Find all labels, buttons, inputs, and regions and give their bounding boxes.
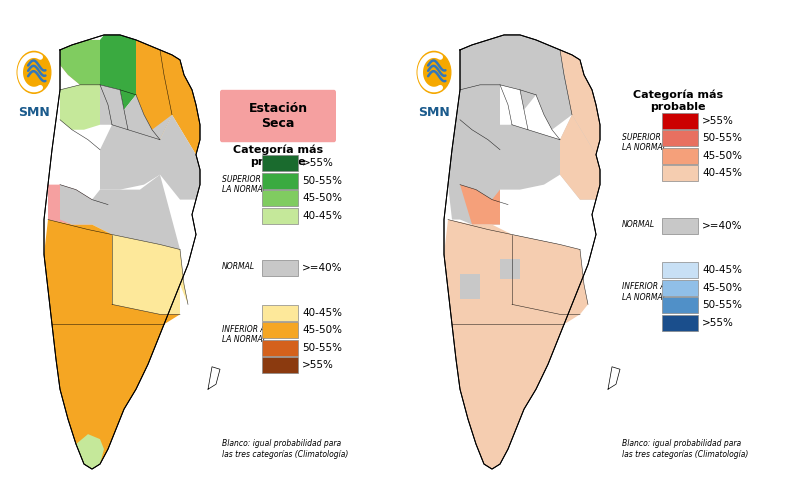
Polygon shape (560, 50, 600, 200)
Polygon shape (60, 40, 100, 85)
Bar (262, 155, 298, 171)
Polygon shape (500, 259, 520, 279)
Polygon shape (100, 35, 136, 110)
Text: 40-45%: 40-45% (702, 265, 742, 275)
Polygon shape (76, 434, 104, 469)
Polygon shape (60, 185, 92, 225)
Text: Estación
Seca: Estación Seca (249, 102, 307, 130)
Text: INFERIOR A
LA NORMAL: INFERIOR A LA NORMAL (622, 282, 667, 301)
Text: INFERIOR A
LA NORMAL: INFERIOR A LA NORMAL (222, 325, 267, 344)
Bar (262, 322, 298, 338)
Text: 50-55%: 50-55% (302, 343, 342, 353)
Text: SUPERIOR A
LA NORMAL: SUPERIOR A LA NORMAL (222, 175, 268, 194)
Polygon shape (512, 235, 580, 250)
Bar (662, 280, 698, 296)
Bar (662, 130, 698, 146)
Circle shape (418, 51, 451, 93)
Bar (262, 208, 298, 224)
Text: >=40%: >=40% (302, 263, 342, 273)
Bar (662, 165, 698, 181)
Polygon shape (112, 235, 188, 314)
Text: SMN: SMN (18, 106, 50, 119)
Bar (662, 218, 698, 234)
Bar (262, 173, 298, 189)
Polygon shape (448, 35, 600, 225)
Polygon shape (136, 40, 200, 155)
Text: 40-45%: 40-45% (302, 211, 342, 221)
Text: 40-45%: 40-45% (302, 308, 342, 318)
Text: >55%: >55% (702, 318, 734, 328)
Text: SMN: SMN (418, 106, 450, 119)
Text: 40-45%: 40-45% (702, 168, 742, 178)
Polygon shape (444, 220, 588, 469)
Polygon shape (160, 115, 200, 200)
Polygon shape (92, 175, 180, 250)
Polygon shape (60, 40, 100, 85)
Bar (662, 315, 698, 331)
Text: Blanco: igual probabilidad para
las tres categorías (Climatología): Blanco: igual probabilidad para las tres… (222, 439, 348, 459)
Text: 45-50%: 45-50% (702, 283, 742, 293)
Text: Blanco: igual probabilidad para
las tres categorías (Climatología): Blanco: igual probabilidad para las tres… (622, 439, 748, 459)
Polygon shape (60, 85, 100, 130)
Circle shape (18, 51, 51, 93)
Text: SUPERIOR A
LA NORMAL: SUPERIOR A LA NORMAL (622, 133, 668, 152)
Bar (662, 262, 698, 278)
Text: 45-50%: 45-50% (302, 193, 342, 203)
Text: >55%: >55% (302, 360, 334, 370)
Bar (262, 260, 298, 276)
Text: 45-50%: 45-50% (702, 151, 742, 161)
Text: >55%: >55% (302, 158, 334, 168)
Text: 50-55%: 50-55% (302, 176, 342, 186)
Bar (262, 357, 298, 373)
Polygon shape (100, 125, 160, 190)
Bar (262, 305, 298, 321)
Bar (262, 340, 298, 356)
Text: Categoría más
probable: Categoría más probable (233, 145, 323, 167)
Text: 50-55%: 50-55% (702, 133, 742, 143)
Polygon shape (560, 115, 596, 200)
Polygon shape (460, 274, 480, 299)
Bar (262, 190, 298, 206)
Text: NORMAL: NORMAL (222, 262, 255, 271)
Text: 45-50%: 45-50% (302, 325, 342, 335)
Polygon shape (448, 185, 500, 225)
Bar (662, 148, 698, 164)
Polygon shape (100, 85, 172, 140)
Polygon shape (48, 185, 92, 225)
FancyBboxPatch shape (220, 90, 336, 142)
Polygon shape (444, 35, 600, 469)
Text: 50-55%: 50-55% (702, 300, 742, 310)
Text: Categoría más
probable: Categoría más probable (633, 90, 723, 112)
Polygon shape (44, 220, 180, 469)
Text: NORMAL: NORMAL (622, 220, 655, 229)
Bar (662, 113, 698, 129)
Bar (662, 297, 698, 313)
Text: >=40%: >=40% (702, 221, 742, 231)
Polygon shape (44, 35, 200, 469)
Text: >55%: >55% (702, 116, 734, 126)
